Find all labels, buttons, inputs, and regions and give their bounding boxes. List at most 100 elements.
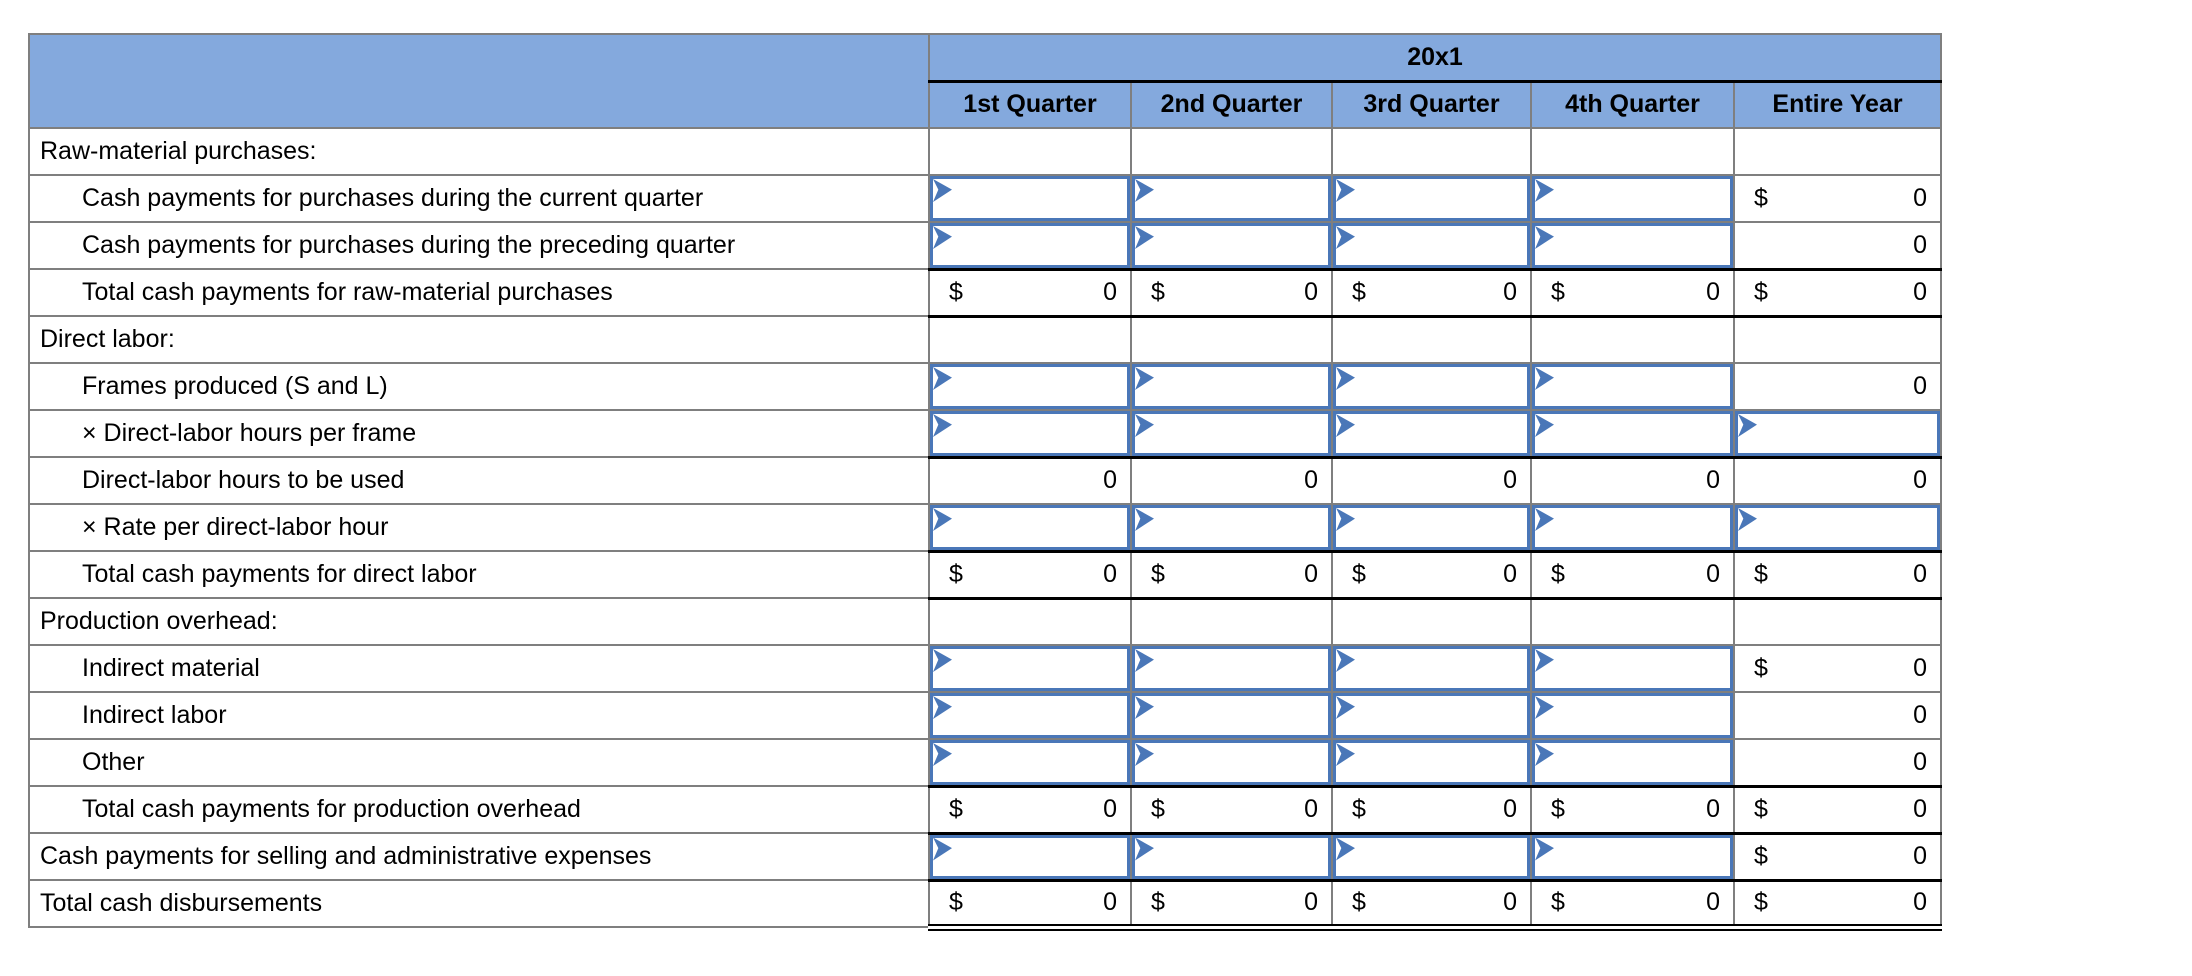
table-row: Indirect material $0 [28, 644, 1942, 693]
amount-input-cell[interactable] [1331, 221, 1532, 270]
input-box[interactable] [1532, 364, 1733, 409]
input-box[interactable] [1532, 834, 1733, 879]
input-box[interactable] [1532, 693, 1733, 738]
row-label: Total cash payments for raw-material pur… [28, 268, 930, 317]
amount-input-cell[interactable] [1331, 644, 1532, 693]
input-box[interactable] [1132, 740, 1331, 785]
amount-input-cell[interactable] [1130, 503, 1333, 552]
comment-flag-icon [1535, 508, 1554, 531]
amount-input-cell[interactable] [928, 738, 1132, 787]
input-box[interactable] [1132, 223, 1331, 268]
input-box[interactable] [1532, 740, 1733, 785]
input-box[interactable] [930, 176, 1130, 221]
dollar-sign: $ [1551, 795, 1565, 823]
amount-input-cell[interactable] [1130, 362, 1333, 411]
input-box[interactable] [1333, 646, 1530, 691]
input-box[interactable] [1333, 176, 1530, 221]
input-box[interactable] [1333, 223, 1530, 268]
amount-input-cell[interactable] [1530, 691, 1735, 740]
row-label: Total cash payments for direct labor [28, 550, 930, 599]
amount-input-cell[interactable] [1130, 832, 1333, 881]
amount-input-cell[interactable] [1331, 409, 1532, 458]
input-box[interactable] [1532, 505, 1733, 550]
amount-input-cell[interactable] [928, 362, 1132, 411]
amount-input-cell[interactable] [1530, 832, 1735, 881]
amount-input-cell[interactable] [1733, 409, 1942, 458]
value-cell-content: $0 [930, 788, 1130, 832]
empty-cell [1130, 127, 1333, 176]
amount-input-cell[interactable] [1130, 738, 1333, 787]
amount-input-cell[interactable] [928, 174, 1132, 223]
input-box[interactable] [1132, 646, 1331, 691]
amount-input-cell[interactable] [1331, 362, 1532, 411]
amount-input-cell[interactable] [1130, 409, 1333, 458]
amount-input-cell[interactable] [1733, 503, 1942, 552]
amount-input-cell[interactable] [1331, 832, 1532, 881]
input-box[interactable] [1333, 411, 1530, 456]
value-cell: 0 [1733, 691, 1942, 740]
input-box[interactable] [930, 505, 1130, 550]
amount-input-cell[interactable] [1530, 409, 1735, 458]
amount-input-cell[interactable] [928, 221, 1132, 270]
dollar-sign: $ [1551, 888, 1565, 916]
amount-input-cell[interactable] [1331, 738, 1532, 787]
input-box[interactable] [1333, 740, 1530, 785]
input-box[interactable] [1532, 176, 1733, 221]
dollar-sign: $ [1352, 560, 1366, 588]
input-box[interactable] [1132, 505, 1331, 550]
input-box[interactable] [930, 834, 1130, 879]
input-box[interactable] [930, 693, 1130, 738]
dollar-sign: $ [1754, 560, 1768, 588]
input-box[interactable] [930, 646, 1130, 691]
amount-input-cell[interactable] [1130, 174, 1333, 223]
input-box[interactable] [1333, 505, 1530, 550]
input-box[interactable] [1532, 646, 1733, 691]
value-cell-content: 0 [1132, 459, 1331, 504]
input-box[interactable] [930, 364, 1130, 409]
input-box[interactable] [1333, 364, 1530, 409]
input-box[interactable] [930, 411, 1130, 456]
amount-input-cell[interactable] [928, 832, 1132, 881]
amount-input-cell[interactable] [928, 691, 1132, 740]
value-cell-content: $0 [1333, 788, 1530, 832]
amount-input-cell[interactable] [1331, 503, 1532, 552]
amount-input-cell[interactable] [1530, 738, 1735, 787]
amount-input-cell[interactable] [1530, 644, 1735, 693]
comment-flag-icon [933, 837, 952, 861]
amount-input-cell[interactable] [1130, 644, 1333, 693]
input-box[interactable] [930, 740, 1130, 785]
input-box[interactable] [1532, 411, 1733, 456]
input-box[interactable] [1735, 411, 1940, 456]
dollar-sign: $ [1551, 560, 1565, 588]
row-label: Indirect labor [28, 691, 930, 740]
amount-input-cell[interactable] [1530, 174, 1735, 223]
value-cell: 0 [1530, 455, 1735, 505]
input-box[interactable] [1132, 834, 1331, 879]
cell-value: 0 [1913, 842, 1927, 870]
amount-input-cell[interactable] [928, 503, 1132, 552]
amount-input-cell[interactable] [1530, 221, 1735, 270]
input-box[interactable] [1132, 176, 1331, 221]
amount-input-cell[interactable] [1130, 691, 1333, 740]
input-box[interactable] [1735, 505, 1940, 550]
amount-input-cell[interactable] [1530, 362, 1735, 411]
cell-value: 0 [1304, 888, 1318, 916]
input-box[interactable] [1132, 411, 1331, 456]
value-cell: $0 [1530, 267, 1735, 318]
input-box[interactable] [930, 223, 1130, 268]
input-box[interactable] [1333, 693, 1530, 738]
amount-input-cell[interactable] [1130, 221, 1333, 270]
amount-input-cell[interactable] [1530, 503, 1735, 552]
comment-flag-icon [1535, 837, 1554, 861]
input-box[interactable] [1333, 834, 1530, 879]
value-cell-content: 0 [1735, 223, 1940, 268]
amount-input-cell[interactable] [1331, 174, 1532, 223]
comment-flag-icon [1535, 226, 1554, 249]
comment-flag-icon [1336, 743, 1355, 766]
amount-input-cell[interactable] [1331, 691, 1532, 740]
input-box[interactable] [1132, 693, 1331, 738]
input-box[interactable] [1532, 223, 1733, 268]
amount-input-cell[interactable] [928, 409, 1132, 458]
amount-input-cell[interactable] [928, 644, 1132, 693]
input-box[interactable] [1132, 364, 1331, 409]
